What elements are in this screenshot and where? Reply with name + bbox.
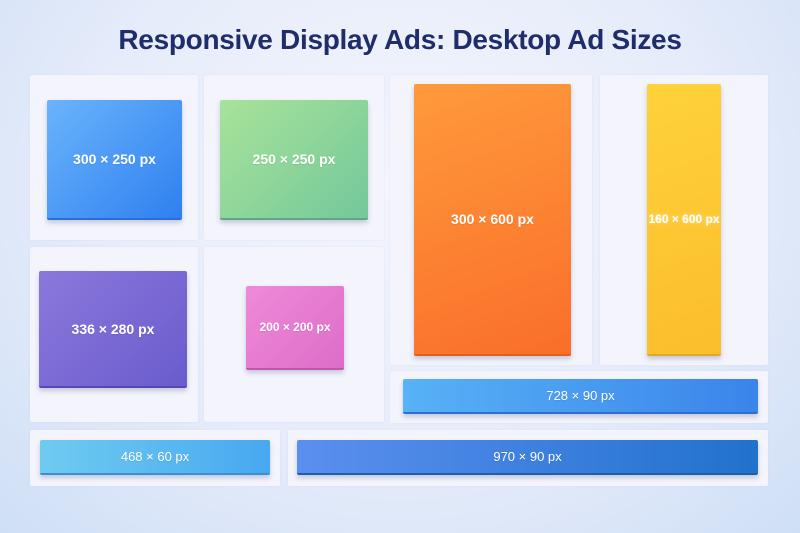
ad-label: 250 × 250 px — [252, 151, 336, 167]
ad-label: 300 × 250 px — [73, 151, 156, 167]
ad-468x60: 468 × 60 px — [40, 440, 270, 475]
page-title: Responsive Display Ads: Desktop Ad Sizes — [118, 24, 682, 55]
ad-336x280: 336 × 280 px — [39, 271, 187, 388]
ad-label: 200 × 200 px — [259, 320, 331, 334]
ad-160x600: 160 × 600 px — [647, 84, 721, 356]
ad-200x200: 200 × 200 px — [246, 286, 344, 370]
ad-label: 160 × 600 px — [648, 212, 720, 226]
ad-728x90: 728 × 90 px — [403, 379, 758, 414]
ad-label: 728 × 90 px — [546, 388, 615, 403]
ad-label: 970 × 90 px — [493, 449, 562, 464]
ad-label: 336 × 280 px — [71, 320, 155, 337]
ad-250x250: 250 × 250 px — [220, 100, 368, 220]
ad-970x90: 970 × 90 px — [297, 440, 758, 475]
ad-300x250: 300 × 250 px — [47, 100, 182, 220]
ad-300x600: 300 × 600 px — [414, 84, 571, 356]
ad-label: 300 × 600 px — [451, 211, 534, 227]
ad-label: 468 × 60 px — [120, 449, 190, 464]
